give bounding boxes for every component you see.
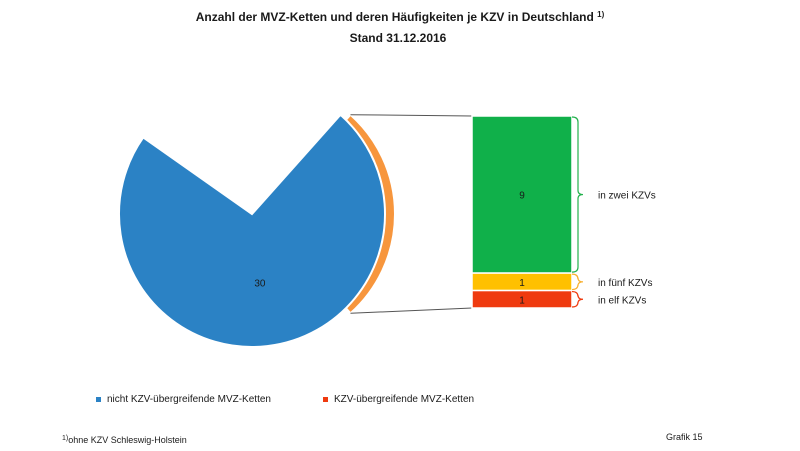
pie-bar-connectors — [350, 114, 473, 314]
legend-label: nicht KZV-übergreifende MVZ-Ketten — [107, 394, 271, 405]
chart-title-footnote-ref: 1) — [597, 10, 604, 19]
footnote-text: ohne KZV Schleswig-Holstein — [68, 435, 187, 445]
bracket — [571, 116, 584, 273]
legend-label: KZV-übergreifende MVZ-Ketten — [334, 394, 474, 405]
bar-segment-label: 1 — [519, 295, 525, 306]
legend-swatch — [323, 397, 328, 402]
connector-line-top — [350, 114, 473, 117]
footnote: 1)ohne KZV Schleswig-Holstein — [62, 435, 187, 445]
bar-segment-label: 9 — [519, 191, 525, 202]
legend-swatch — [96, 397, 101, 402]
pie: 1130 — [118, 113, 396, 348]
figure-label: Grafik 15 — [666, 432, 703, 442]
bar-annotation: in fünf KZVs — [598, 278, 652, 289]
bar-annotations: in zwei KZVs in fünf KZVs in elf KZVs — [571, 116, 656, 308]
footnote-marker: 1) — [62, 435, 68, 442]
bracket — [571, 273, 584, 291]
chart-subtitle: Stand 31.12.2016 — [350, 31, 447, 45]
bar-annotation: in elf KZVs — [598, 295, 646, 306]
bar-segment-label: 1 — [519, 278, 525, 289]
chart-title: Anzahl der MVZ-Ketten und deren Häufigke… — [196, 10, 605, 24]
bar-segment — [471, 115, 573, 274]
bracket — [571, 290, 584, 308]
bar-annotation: in zwei KZVs — [598, 191, 656, 202]
bar-segment — [471, 289, 573, 309]
connector-line-bottom — [350, 307, 473, 314]
stacked-bar: 9 1 1 — [471, 115, 573, 309]
pie-slice-single-kzv — [118, 113, 386, 348]
pie-slice-label: 30 — [254, 279, 266, 290]
legend: nicht KZV-übergreifende MVZ-Ketten KZV-üb… — [96, 394, 474, 405]
chart-title-main: Anzahl der MVZ-Ketten und deren Häufigke… — [196, 10, 594, 24]
